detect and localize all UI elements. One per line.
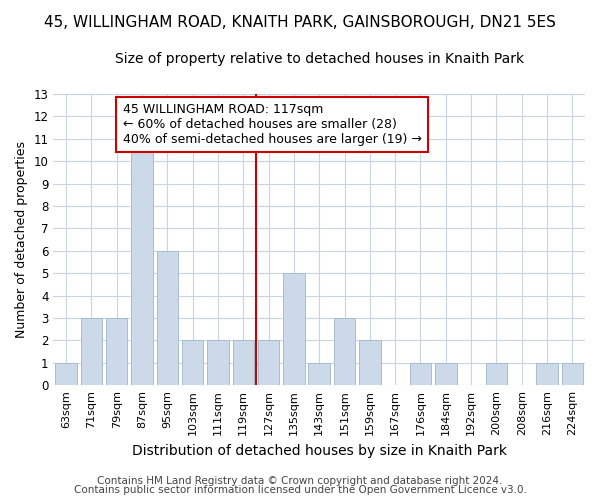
- Title: Size of property relative to detached houses in Knaith Park: Size of property relative to detached ho…: [115, 52, 524, 66]
- Bar: [157, 251, 178, 385]
- X-axis label: Distribution of detached houses by size in Knaith Park: Distribution of detached houses by size …: [132, 444, 507, 458]
- Bar: [485, 363, 507, 385]
- Bar: [207, 340, 229, 385]
- Bar: [308, 363, 330, 385]
- Text: Contains HM Land Registry data © Crown copyright and database right 2024.: Contains HM Land Registry data © Crown c…: [97, 476, 503, 486]
- Bar: [55, 363, 77, 385]
- Bar: [410, 363, 431, 385]
- Text: 45 WILLINGHAM ROAD: 117sqm
← 60% of detached houses are smaller (28)
40% of semi: 45 WILLINGHAM ROAD: 117sqm ← 60% of deta…: [122, 103, 421, 146]
- Bar: [283, 273, 305, 385]
- Bar: [258, 340, 280, 385]
- Bar: [536, 363, 558, 385]
- Bar: [182, 340, 203, 385]
- Bar: [435, 363, 457, 385]
- Bar: [106, 318, 127, 385]
- Bar: [334, 318, 355, 385]
- Bar: [131, 139, 153, 385]
- Y-axis label: Number of detached properties: Number of detached properties: [15, 141, 28, 338]
- Bar: [359, 340, 380, 385]
- Bar: [80, 318, 102, 385]
- Text: 45, WILLINGHAM ROAD, KNAITH PARK, GAINSBOROUGH, DN21 5ES: 45, WILLINGHAM ROAD, KNAITH PARK, GAINSB…: [44, 15, 556, 30]
- Bar: [233, 340, 254, 385]
- Text: Contains public sector information licensed under the Open Government Licence v3: Contains public sector information licen…: [74, 485, 526, 495]
- Bar: [562, 363, 583, 385]
